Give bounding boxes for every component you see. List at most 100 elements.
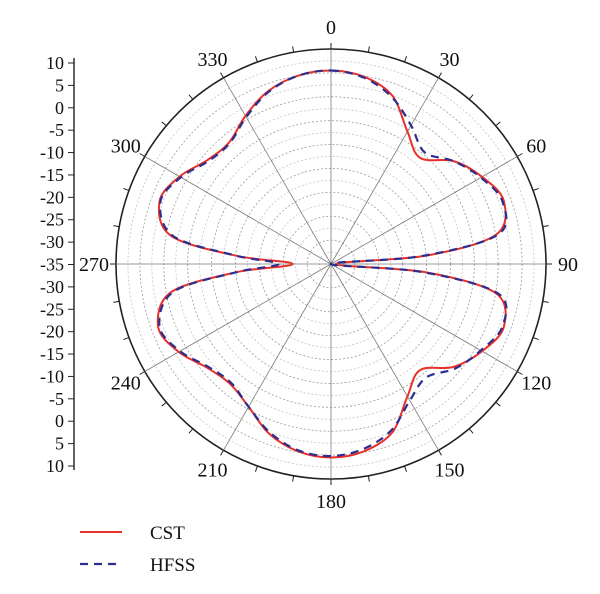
radial-tick-label: 5	[55, 434, 64, 454]
grid-spoke	[144, 156, 332, 265]
angle-tick-mark	[139, 153, 146, 157]
angle-tick-mark	[220, 449, 224, 456]
data-point-cst	[245, 115, 246, 116]
data-point-hfss	[269, 432, 270, 433]
grid-spoke	[330, 263, 439, 451]
data-point-hfss	[330, 263, 331, 264]
angle-tick-mark	[468, 94, 474, 100]
angle-tick-label: 180	[316, 491, 346, 513]
radial-tick-label: 5	[55, 75, 64, 95]
radial-tick-label: -25	[40, 299, 64, 319]
angle-tick-mark	[113, 300, 120, 303]
angle-tick-mark	[161, 121, 167, 127]
data-point-cst	[407, 131, 408, 132]
radial-tick-label: -35	[40, 255, 64, 275]
data-point-cst	[363, 451, 364, 452]
data-point-hfss	[453, 161, 454, 162]
radial-tick-label: 10	[46, 53, 64, 73]
radial-tick-label: 0	[55, 98, 64, 118]
angle-tick-mark	[516, 153, 523, 157]
data-point-hfss	[248, 406, 249, 407]
grid-spoke	[223, 263, 332, 451]
grid-spoke	[144, 263, 332, 372]
angle-tick-label: 300	[111, 136, 141, 158]
radial-tick-label: -25	[40, 210, 64, 230]
data-point-cst	[481, 176, 482, 177]
angle-tick-mark	[532, 187, 539, 191]
data-point-hfss	[363, 77, 364, 78]
data-point-hfss	[426, 377, 427, 378]
angle-tick-label: 30	[440, 49, 460, 71]
data-point-hfss	[297, 75, 298, 76]
data-point-cst	[392, 95, 393, 96]
data-point-hfss	[208, 366, 209, 367]
data-point-cst	[453, 366, 454, 367]
data-point-hfss	[159, 326, 160, 327]
data-point-hfss	[330, 70, 331, 71]
radial-tick-label: 10	[46, 456, 64, 476]
data-point-hfss	[235, 272, 236, 273]
angle-tick-mark	[254, 56, 258, 63]
data-point-hfss	[235, 255, 236, 256]
radial-tick-label: -10	[40, 366, 64, 386]
data-point-cst	[419, 157, 420, 158]
radial-tick-label: -30	[40, 232, 64, 252]
angle-tick-mark	[254, 465, 258, 472]
data-point-hfss	[173, 291, 174, 292]
data-point-cst	[207, 160, 208, 161]
radial-tick-label: 0	[55, 411, 64, 431]
radial-tick-label: -15	[40, 165, 64, 185]
angle-tick-mark	[113, 225, 120, 228]
angle-tick-label: 60	[526, 136, 546, 158]
data-point-cst	[392, 432, 393, 433]
legend-label-hfss: HFSS	[150, 555, 195, 576]
series-lines	[156, 69, 508, 459]
angle-tick-label: 330	[198, 49, 228, 71]
grid-spoke	[223, 77, 332, 265]
angle-tick-label: 240	[111, 373, 141, 395]
data-point-hfss	[246, 117, 247, 118]
angle-tick-label: 120	[521, 373, 551, 395]
angle-tick-mark	[404, 465, 408, 472]
angle-tick-mark	[516, 371, 523, 375]
data-point-hfss	[410, 125, 411, 126]
angle-tick-mark	[532, 337, 539, 341]
angle-tick-label: 270	[79, 254, 109, 276]
angle-tick-mark	[123, 337, 130, 341]
data-point-hfss	[502, 201, 503, 202]
angle-tick-mark	[495, 121, 501, 127]
data-point-hfss	[330, 455, 331, 456]
data-point-hfss	[409, 400, 410, 401]
data-point-cst	[426, 272, 427, 273]
angle-tick-mark	[292, 475, 295, 482]
angle-tick-label: 150	[435, 459, 465, 481]
radial-tick-label: -20	[40, 187, 64, 207]
radial-tick-label: -5	[49, 120, 64, 140]
data-point-cst	[269, 433, 270, 434]
data-point-hfss	[421, 255, 422, 256]
data-point-hfss	[424, 152, 425, 153]
data-point-cst	[419, 370, 420, 371]
angle-tick-mark	[161, 401, 167, 407]
grid-spoke	[330, 77, 439, 265]
radial-tick-label: -15	[40, 344, 64, 364]
grid	[110, 43, 552, 485]
data-point-hfss	[298, 450, 299, 451]
data-point-hfss	[391, 96, 392, 97]
series-line-hfss	[158, 69, 508, 458]
angle-tick-label: 210	[198, 459, 228, 481]
data-point-hfss	[363, 448, 364, 449]
angle-tick-mark	[188, 94, 194, 100]
angle-tick-mark	[292, 46, 295, 53]
angle-tick-mark	[367, 46, 370, 53]
data-point-hfss	[231, 382, 232, 383]
legend-label-cst: CST	[150, 523, 185, 544]
angle-tick-labels: 0 30 60 90 120 150 180 210 240 270 300 330	[79, 17, 578, 513]
angle-tick-mark	[139, 371, 146, 375]
data-point-hfss	[421, 271, 422, 272]
data-point-hfss	[391, 430, 392, 431]
angle-tick-label: 90	[558, 254, 578, 276]
angle-tick-mark	[542, 300, 549, 303]
